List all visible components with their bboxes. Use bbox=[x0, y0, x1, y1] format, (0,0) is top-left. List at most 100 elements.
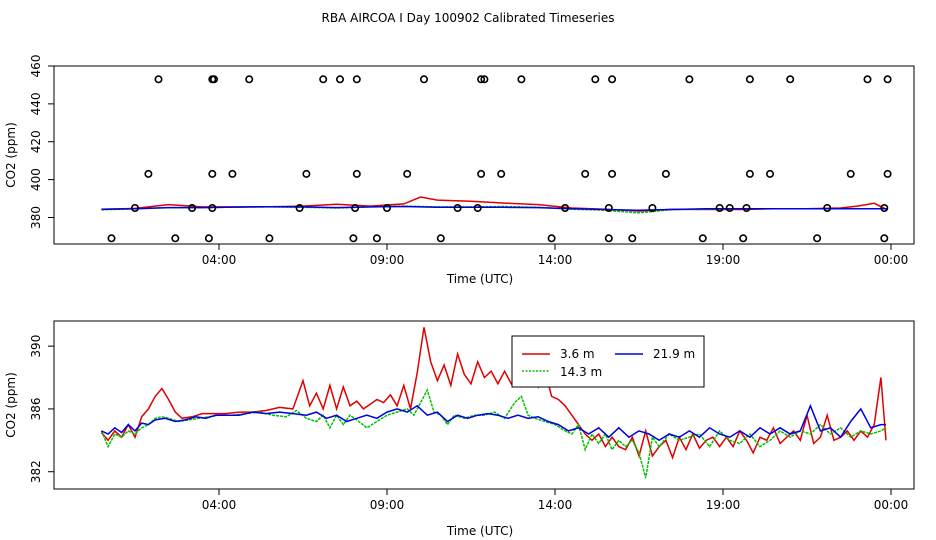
bottom-series-3.6m bbox=[100, 327, 887, 460]
legend-label-3.6m: 3.6 m bbox=[560, 347, 595, 361]
calibration-point bbox=[352, 75, 361, 84]
calibration-point bbox=[823, 204, 832, 213]
calibration-point bbox=[154, 75, 163, 84]
calibration-point bbox=[210, 75, 219, 84]
calibration-point bbox=[419, 75, 428, 84]
bottom-ytick-label-0: 382 bbox=[29, 460, 43, 483]
calibration-point bbox=[265, 234, 274, 243]
calibration-point bbox=[188, 204, 197, 213]
bottom-ylabel: CO2 (ppm) bbox=[4, 372, 18, 438]
calibration-point bbox=[742, 204, 751, 213]
calibration-point bbox=[725, 204, 734, 213]
calibration-point bbox=[581, 169, 590, 178]
figure-title: RBA AIRCOA I Day 100902 Calibrated Times… bbox=[322, 11, 615, 25]
calibration-point bbox=[477, 169, 486, 178]
top-xtick-label-3: 19:00 bbox=[706, 253, 741, 267]
calibration-point bbox=[335, 75, 344, 84]
calibration-point bbox=[739, 234, 748, 243]
top-xtick-label-4: 00:00 bbox=[874, 253, 909, 267]
bottom-xtick-label-4: 00:00 bbox=[874, 498, 909, 512]
calibration-point bbox=[351, 204, 360, 213]
bottom-panel: 04:00 09:00 14:00 19:00 00:00 382 386 390 Time … bbox=[4, 320, 915, 538]
calibration-point bbox=[144, 169, 153, 178]
calibration-point bbox=[608, 169, 617, 178]
calibration-point bbox=[517, 75, 526, 84]
bottom-xtick-label-3: 19:00 bbox=[706, 498, 741, 512]
calibration-point bbox=[883, 169, 892, 178]
calibration-point bbox=[604, 234, 613, 243]
top-plot-frame bbox=[53, 65, 915, 245]
top-plot-content bbox=[101, 75, 892, 243]
bottom-plot-frame bbox=[53, 320, 915, 490]
calibration-point bbox=[661, 169, 670, 178]
bottom-ytick-label-1: 386 bbox=[29, 397, 43, 420]
top-ytick-label-4: 460 bbox=[29, 55, 43, 78]
calibration-point bbox=[880, 234, 889, 243]
calibration-point bbox=[204, 234, 213, 243]
bottom-xtick-label-2: 14:00 bbox=[538, 498, 573, 512]
top-ytick-label-2: 420 bbox=[29, 130, 43, 153]
calibration-point bbox=[648, 204, 657, 213]
bottom-plot-content bbox=[100, 327, 887, 479]
calibration-point bbox=[883, 75, 892, 84]
calibration-point bbox=[302, 169, 311, 178]
legend-box bbox=[511, 335, 705, 388]
calibration-point bbox=[880, 204, 889, 213]
top-xtick-label-0: 04:00 bbox=[202, 253, 237, 267]
calibration-point bbox=[403, 169, 412, 178]
calibration-point bbox=[436, 234, 445, 243]
bottom-ytick-label-2: 390 bbox=[29, 335, 43, 358]
calibration-point bbox=[745, 169, 754, 178]
calibration-point bbox=[604, 204, 613, 213]
calibration-point bbox=[561, 204, 570, 213]
calibration-point bbox=[319, 75, 328, 84]
calibration-point bbox=[349, 234, 358, 243]
calibration-point bbox=[745, 75, 754, 84]
calibration-point bbox=[208, 204, 217, 213]
top-axes: 04:00 09:00 14:00 19:00 00:00 380 400 420 440 460 bbox=[29, 55, 908, 267]
calibration-point bbox=[208, 169, 217, 178]
calibration-point bbox=[497, 169, 506, 178]
calibration-point bbox=[352, 169, 361, 178]
calibration-point bbox=[765, 169, 774, 178]
calibration-point bbox=[715, 204, 724, 213]
bottom-xtick-label-0: 04:00 bbox=[202, 498, 237, 512]
bottom-xtick-label-1: 09:00 bbox=[370, 498, 405, 512]
calibration-point bbox=[171, 234, 180, 243]
top-ytick-label-1: 400 bbox=[29, 168, 43, 191]
legend-label-21.9m: 21.9 m bbox=[653, 347, 695, 361]
calibration-point bbox=[863, 75, 872, 84]
calibration-point bbox=[846, 169, 855, 178]
legend-label-14.3m: 14.3 m bbox=[560, 365, 602, 379]
calibration-point bbox=[698, 234, 707, 243]
calibration-point bbox=[786, 75, 795, 84]
calibration-point bbox=[295, 204, 304, 213]
calibration-point bbox=[547, 234, 556, 243]
bottom-xlabel: Time (UTC) bbox=[446, 524, 513, 538]
calibration-point bbox=[382, 204, 391, 213]
calibration-point bbox=[608, 75, 617, 84]
calibration-point bbox=[372, 234, 381, 243]
top-xtick-label-1: 09:00 bbox=[370, 253, 405, 267]
calibration-point bbox=[473, 204, 482, 213]
calibration-point bbox=[628, 234, 637, 243]
calibration-point bbox=[131, 204, 140, 213]
bottom-axes: 04:00 09:00 14:00 19:00 00:00 382 386 390 bbox=[29, 335, 908, 512]
top-panel: 04:00 09:00 14:00 19:00 00:00 380 400 420 440 460… bbox=[4, 55, 915, 286]
calibration-point bbox=[477, 75, 486, 84]
legend: 3.6 m 14.3 m 21.9 m bbox=[511, 335, 705, 388]
top-ytick-label-0: 380 bbox=[29, 206, 43, 229]
bottom-series-21.9m bbox=[101, 403, 886, 442]
calibration-point bbox=[228, 169, 237, 178]
calibration-point bbox=[813, 234, 822, 243]
top-series-21.9m bbox=[101, 205, 888, 212]
calibration-point bbox=[480, 75, 489, 84]
top-ytick-label-3: 440 bbox=[29, 92, 43, 115]
calibration-point bbox=[685, 75, 694, 84]
calibration-point bbox=[107, 234, 116, 243]
bottom-series-14.3m bbox=[100, 388, 887, 479]
calibration-point bbox=[453, 204, 462, 213]
top-xtick-label-2: 14:00 bbox=[538, 253, 573, 267]
top-xlabel: Time (UTC) bbox=[446, 272, 513, 286]
